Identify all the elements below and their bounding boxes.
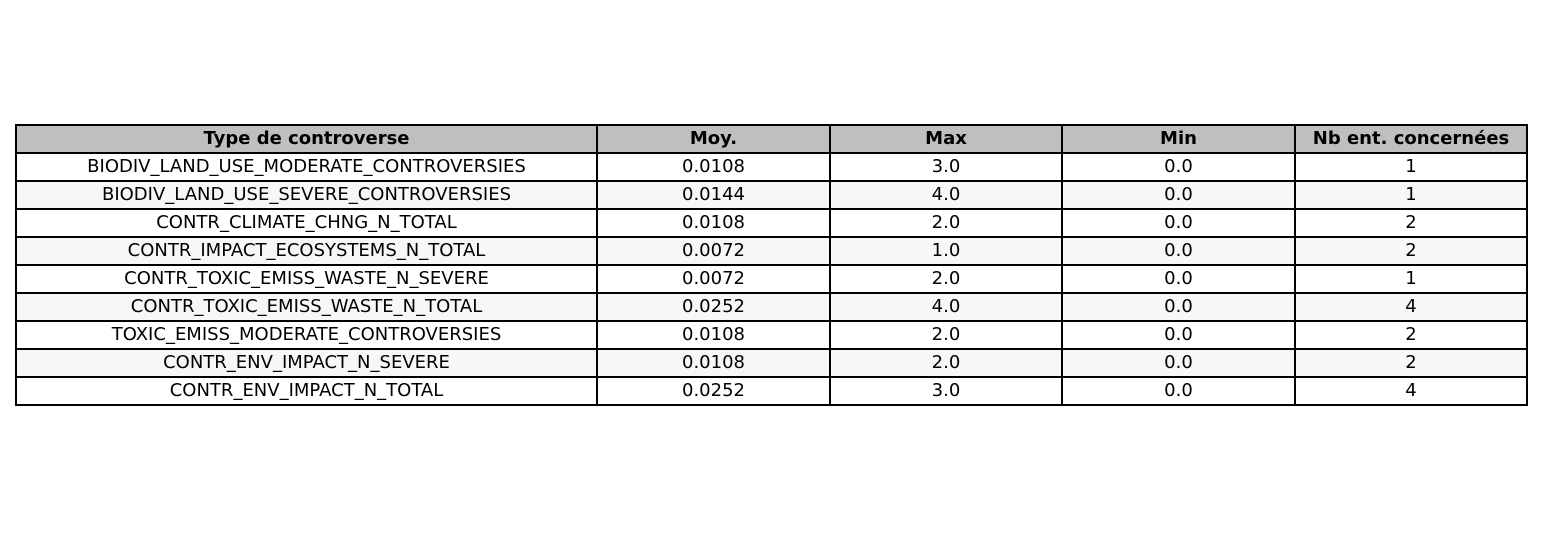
cell-min: 0.0: [1061, 180, 1296, 210]
cell-count: 4: [1294, 292, 1528, 322]
cell-count: 2: [1294, 348, 1528, 378]
cell-min: 0.0: [1061, 264, 1296, 294]
cell-mean: 0.0072: [596, 236, 831, 266]
cell-max: 4.0: [829, 292, 1063, 322]
cell-mean: 0.0252: [596, 292, 831, 322]
cell-count: 1: [1294, 152, 1528, 182]
cell-mean: 0.0108: [596, 152, 831, 182]
cell-type: CONTR_CLIMATE_CHNG_N_TOTAL: [15, 208, 598, 238]
cell-max: 2.0: [829, 264, 1063, 294]
cell-count: 1: [1294, 264, 1528, 294]
cell-min: 0.0: [1061, 236, 1296, 266]
cell-mean: 0.0108: [596, 208, 831, 238]
cell-type: BIODIV_LAND_USE_SEVERE_CONTROVERSIES: [15, 180, 598, 210]
cell-min: 0.0: [1061, 320, 1296, 350]
table-row: CONTR_ENV_IMPACT_N_SEVERE 0.0108 2.0 0.0 2: [15, 348, 1528, 378]
header-min: Min: [1061, 124, 1296, 154]
cell-max: 2.0: [829, 348, 1063, 378]
cell-type: CONTR_TOXIC_EMISS_WASTE_N_SEVERE: [15, 264, 598, 294]
cell-count: 4: [1294, 376, 1528, 406]
header-count: Nb ent. concernées: [1294, 124, 1528, 154]
cell-min: 0.0: [1061, 376, 1296, 406]
cell-max: 3.0: [829, 376, 1063, 406]
cell-type: CONTR_ENV_IMPACT_N_TOTAL: [15, 376, 598, 406]
cell-mean: 0.0108: [596, 348, 831, 378]
cell-max: 4.0: [829, 180, 1063, 210]
table-row: CONTR_ENV_IMPACT_N_TOTAL 0.0252 3.0 0.0 4: [15, 376, 1528, 406]
table-row: CONTR_CLIMATE_CHNG_N_TOTAL 0.0108 2.0 0.0 2: [15, 208, 1528, 238]
header-row: Type de controverse Moy. Max Min Nb ent.…: [15, 124, 1528, 154]
table-row: BIODIV_LAND_USE_SEVERE_CONTROVERSIES 0.01…: [15, 180, 1528, 210]
cell-type: CONTR_ENV_IMPACT_N_SEVERE: [15, 348, 598, 378]
header-type: Type de controverse: [15, 124, 598, 154]
cell-min: 0.0: [1061, 292, 1296, 322]
cell-max: 3.0: [829, 152, 1063, 182]
cell-count: 1: [1294, 180, 1528, 210]
cell-max: 2.0: [829, 320, 1063, 350]
cell-count: 2: [1294, 236, 1528, 266]
header-max: Max: [829, 124, 1063, 154]
cell-type: CONTR_TOXIC_EMISS_WASTE_N_TOTAL: [15, 292, 598, 322]
cell-mean: 0.0108: [596, 320, 831, 350]
table-row: CONTR_IMPACT_ECOSYSTEMS_N_TOTAL 0.0072 1.0…: [15, 236, 1528, 266]
cell-type: BIODIV_LAND_USE_MODERATE_CONTROVERSIES: [15, 152, 598, 182]
cell-min: 0.0: [1061, 208, 1296, 238]
table-row: BIODIV_LAND_USE_MODERATE_CONTROVERSIES 0.…: [15, 152, 1528, 182]
cell-mean: 0.0072: [596, 264, 831, 294]
cell-type: TOXIC_EMISS_MODERATE_CONTROVERSIES: [15, 320, 598, 350]
cell-count: 2: [1294, 320, 1528, 350]
cell-mean: 0.0144: [596, 180, 831, 210]
table-row: TOXIC_EMISS_MODERATE_CONTROVERSIES 0.0108…: [15, 320, 1528, 350]
controversy-table: Type de controverse Moy. Max Min Nb ent.…: [15, 124, 1528, 406]
header-mean: Moy.: [596, 124, 831, 154]
cell-mean: 0.0252: [596, 376, 831, 406]
table-row: CONTR_TOXIC_EMISS_WASTE_N_TOTAL 0.0252 4.0…: [15, 292, 1528, 322]
table-body: BIODIV_LAND_USE_MODERATE_CONTROVERSIES 0.…: [15, 152, 1528, 406]
cell-max: 1.0: [829, 236, 1063, 266]
table-row: CONTR_TOXIC_EMISS_WASTE_N_SEVERE 0.0072 2.…: [15, 264, 1528, 294]
cell-max: 2.0: [829, 208, 1063, 238]
cell-min: 0.0: [1061, 348, 1296, 378]
cell-min: 0.0: [1061, 152, 1296, 182]
controversy-table-container: Type de controverse Moy. Max Min Nb ent.…: [15, 124, 1528, 406]
cell-count: 2: [1294, 208, 1528, 238]
cell-type: CONTR_IMPACT_ECOSYSTEMS_N_TOTAL: [15, 236, 598, 266]
